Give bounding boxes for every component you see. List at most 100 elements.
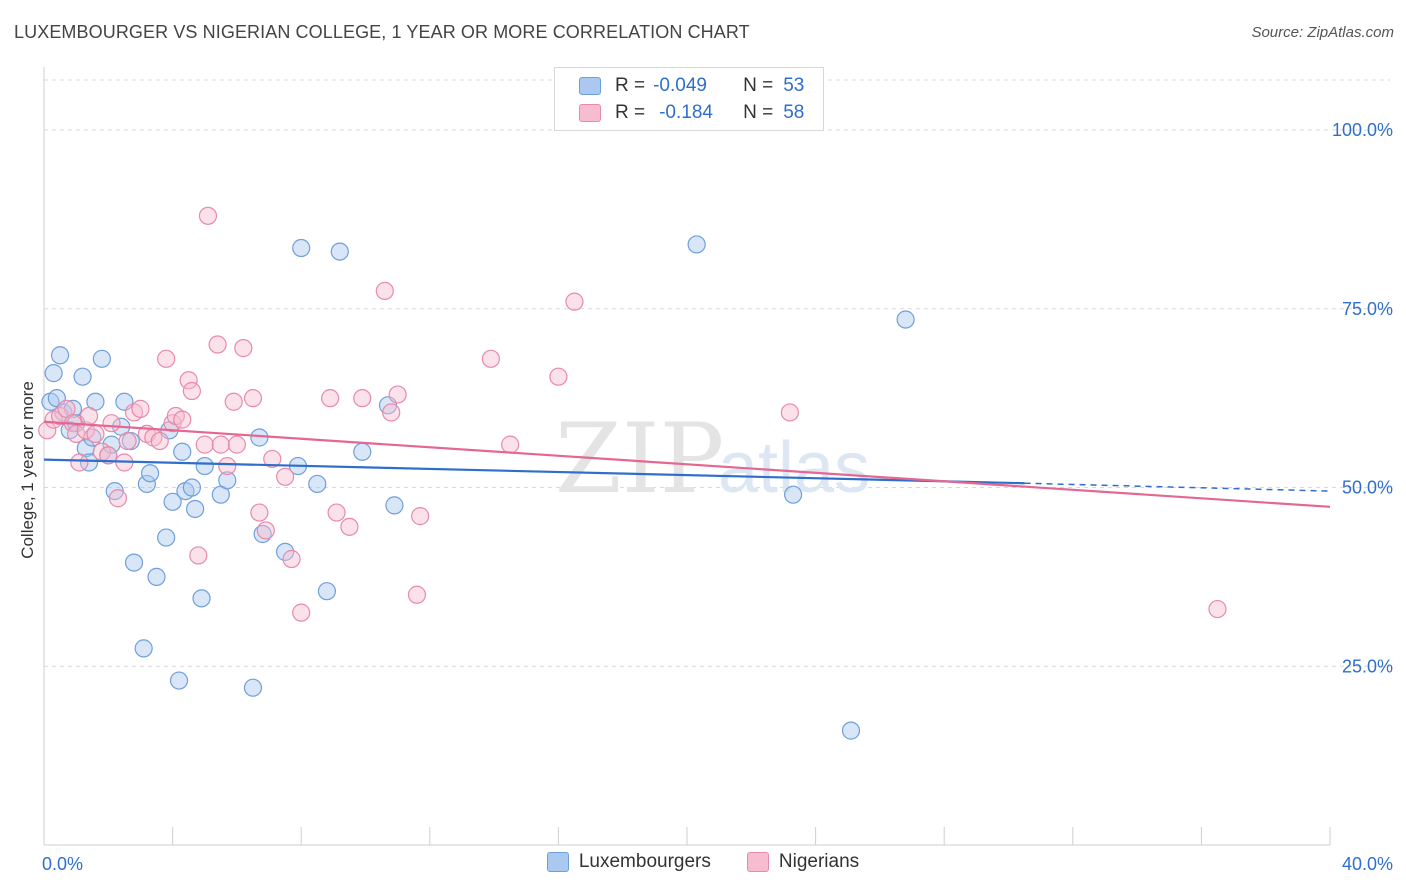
luxembourger-point: [353, 442, 372, 461]
series-nigerians-points: [38, 206, 1227, 622]
n-label: N =: [743, 75, 774, 96]
luxembourger-point: [182, 478, 201, 497]
nigerian-point: [99, 446, 118, 465]
luxembourger-point: [218, 471, 237, 490]
trend-lines: [43, 420, 1331, 508]
nigerian-point: [282, 549, 301, 569]
luxembourger-point: [124, 553, 144, 572]
luxembourger-point: [276, 542, 295, 561]
r-value: -0.049: [653, 75, 707, 96]
nigerian-point: [382, 403, 401, 422]
series-luxembourgers-points: [41, 235, 915, 740]
luxembourger-point: [687, 235, 706, 254]
chart-title: LUXEMBOURGER VS NIGERIAN COLLEGE, 1 YEAR…: [14, 22, 750, 42]
nigerian-point: [549, 367, 568, 386]
luxembourger-point: [79, 453, 99, 472]
legend-item-luxembourgers: Luxembourgers: [546, 851, 711, 873]
luxembourger-point: [192, 589, 211, 608]
nigerian-point: [780, 403, 799, 422]
nigerian-point: [157, 349, 176, 368]
nigerian-point: [179, 371, 198, 390]
x-tick-label: 0.0%: [42, 854, 83, 874]
nigerian-point: [388, 385, 407, 404]
luxembourger-point: [169, 671, 189, 690]
nigerian-point: [411, 507, 430, 526]
legend-swatch-nigerians: [746, 852, 769, 872]
nigerian-point: [375, 281, 394, 301]
luxembourger-point: [317, 582, 337, 601]
luxembourger-point: [163, 492, 182, 511]
x-ticks: [43, 827, 1331, 845]
luxembourger-point: [134, 639, 153, 658]
luxembourger-point: [385, 496, 404, 515]
nigerian-point: [79, 406, 99, 426]
luxembourger-point: [195, 456, 214, 476]
series-legend: Luxembourgers Nigerians: [0, 851, 1406, 873]
nigerian-point: [182, 381, 201, 401]
source-credit: Source: ZipAtlas.com: [1251, 24, 1394, 41]
legend-swatch-luxembourgers: [546, 852, 569, 872]
nigerian-point: [276, 467, 295, 486]
nigerian-point: [407, 585, 427, 604]
trend-line-nigerians: [43, 420, 1331, 508]
nigerian-point: [224, 392, 243, 411]
legend-item-nigerians: Nigerians: [746, 851, 859, 873]
legend-row-luxembourgers: R = -0.049 N = 53: [579, 74, 804, 98]
nigerian-point: [70, 453, 89, 472]
nigerian-point: [256, 521, 275, 540]
nigerian-point: [67, 424, 86, 444]
nigerian-point: [102, 414, 121, 433]
nigerian-point: [353, 389, 372, 408]
luxembourger-point: [137, 474, 156, 494]
y-tick-labels: 25.0% 50.0% 75.0% 100.0%: [1332, 120, 1393, 676]
x-tick-label: 40.0%: [1342, 854, 1393, 874]
nigerian-point: [321, 389, 340, 408]
luxembourger-point: [173, 442, 192, 461]
legend-row-nigerians: R = -0.184 N = 58: [579, 101, 804, 125]
nigerian-point: [108, 489, 128, 508]
nigerian-point: [218, 456, 237, 476]
luxembourger-point: [140, 464, 160, 483]
nigerian-point: [327, 503, 346, 522]
nigerian-point: [131, 399, 150, 418]
r-label: R =: [615, 102, 646, 123]
luxembourger-point: [92, 349, 111, 368]
r-value: -0.184: [659, 102, 713, 123]
nigerian-point: [481, 349, 500, 368]
luxembourger-point: [243, 678, 263, 697]
nigerian-point: [243, 389, 263, 408]
luxembourger-point: [73, 367, 92, 386]
n-value: 58: [783, 102, 805, 123]
nigerian-point: [250, 503, 269, 522]
nigerian-point: [263, 449, 282, 469]
legend-swatch-nigerians: [579, 104, 601, 122]
n-value: 53: [783, 75, 805, 96]
luxembourger-point: [44, 364, 63, 383]
luxembourger-point: [253, 524, 272, 544]
trend-line-luxembourgers-extension: [1024, 482, 1331, 492]
nigerian-point: [565, 292, 584, 311]
watermark-zip: ZIP: [555, 403, 724, 515]
nigerian-point: [501, 435, 520, 454]
luxembourger-point: [896, 310, 915, 329]
nigerian-point: [234, 339, 253, 358]
nigerian-point: [340, 517, 359, 536]
nigerian-point: [198, 206, 218, 225]
n-label: N =: [743, 102, 774, 123]
y-tick-label: 25.0%: [1342, 656, 1393, 676]
luxembourger-point: [157, 528, 176, 547]
nigerian-point: [150, 431, 169, 451]
y-tick-label: 75.0%: [1342, 299, 1393, 319]
nigerian-point: [189, 546, 208, 565]
x-tick-labels: 0.0% 40.0%: [42, 854, 1393, 874]
y-axis-label: College, 1 year or more: [18, 381, 37, 559]
nigerian-point: [86, 424, 105, 444]
nigerian-point: [208, 335, 227, 354]
y-tick-label: 100.0%: [1332, 120, 1393, 140]
nigerian-point: [76, 421, 95, 440]
luxembourger-point: [308, 474, 327, 494]
nigerian-point: [292, 603, 311, 622]
luxembourger-point: [186, 499, 205, 519]
gridlines: [44, 79, 1390, 667]
luxembourger-point: [147, 567, 166, 586]
